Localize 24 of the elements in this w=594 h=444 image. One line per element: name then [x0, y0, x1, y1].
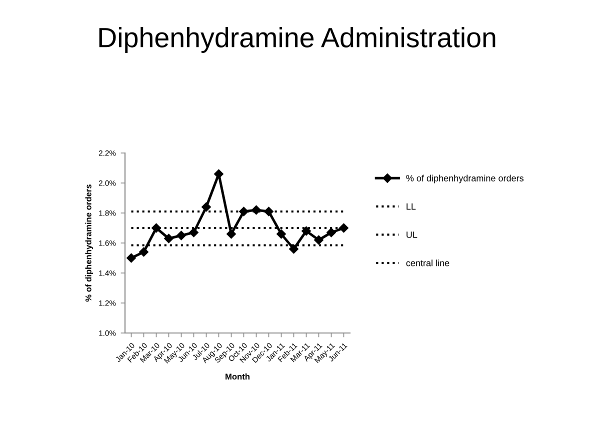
point — [264, 206, 274, 216]
legend-label: UL — [406, 232, 418, 238]
point — [326, 228, 336, 238]
x-axis-title: Month — [226, 373, 250, 380]
point — [302, 226, 311, 236]
point — [339, 223, 348, 233]
point — [176, 230, 186, 240]
legend-label: % of diphenhydramine orders — [406, 174, 524, 184]
point — [314, 235, 324, 245]
legend-label: LL — [406, 203, 416, 210]
point — [276, 229, 286, 239]
point — [239, 206, 248, 216]
point — [202, 202, 211, 212]
legend-label: central line — [406, 260, 450, 266]
point — [139, 247, 148, 257]
point — [289, 244, 298, 254]
y-axis-title: % of diphenhydramine orders — [85, 184, 94, 302]
point — [126, 253, 136, 263]
point — [152, 223, 161, 233]
point — [189, 228, 198, 238]
point — [226, 229, 236, 239]
chart-title: Diphenhydramine Administration — [99, 27, 496, 53]
point — [164, 234, 174, 244]
point — [252, 205, 261, 215]
